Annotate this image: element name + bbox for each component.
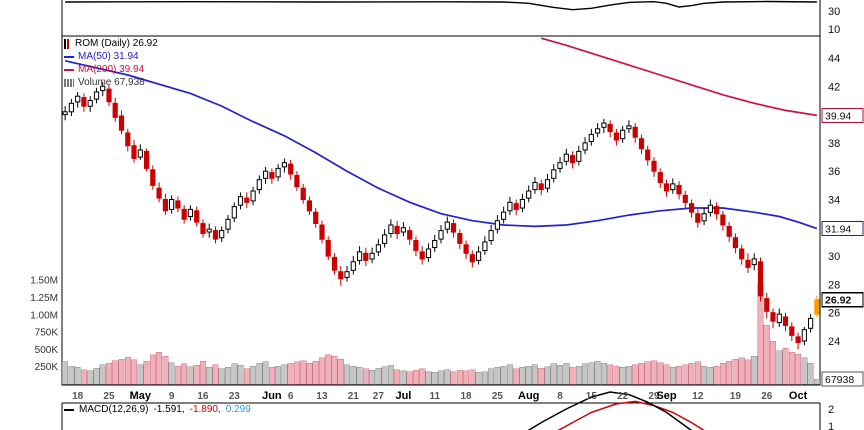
macd-legend: MACD(12,26,9) -1.591, -1.890, 0.299 bbox=[64, 404, 251, 415]
svg-text:26: 26 bbox=[761, 391, 773, 402]
macd-hist-value: 0.299 bbox=[225, 404, 251, 415]
svg-text:18: 18 bbox=[72, 391, 84, 402]
svg-text:28: 28 bbox=[828, 279, 840, 291]
svg-text:67938: 67938 bbox=[825, 374, 854, 386]
svg-text:26.92: 26.92 bbox=[825, 295, 851, 307]
svg-text:13: 13 bbox=[316, 391, 328, 402]
svg-text:15: 15 bbox=[586, 391, 598, 402]
svg-text:23: 23 bbox=[229, 391, 241, 402]
volume-label: Volume 67,938 bbox=[78, 77, 145, 88]
macd-label: MACD(12,26,9) bbox=[79, 404, 149, 415]
svg-text:1: 1 bbox=[828, 421, 834, 430]
candlestick-icon bbox=[64, 38, 71, 49]
svg-text:25: 25 bbox=[103, 391, 115, 402]
svg-text:8: 8 bbox=[557, 391, 563, 402]
svg-text:Aug: Aug bbox=[518, 390, 539, 402]
upper-indicator-line bbox=[65, 0, 817, 11]
svg-text:30: 30 bbox=[828, 251, 840, 263]
svg-text:25: 25 bbox=[492, 391, 504, 402]
svg-text:6: 6 bbox=[288, 391, 294, 402]
svg-text:22: 22 bbox=[617, 391, 629, 402]
svg-text:Oct: Oct bbox=[789, 390, 808, 402]
svg-text:1.00M: 1.00M bbox=[30, 310, 58, 321]
svg-text:18: 18 bbox=[460, 391, 472, 402]
volume-legend-row: Volume 67,938 bbox=[64, 76, 158, 89]
macd-signal-value: -1.890, bbox=[189, 404, 221, 415]
svg-text:26: 26 bbox=[828, 308, 840, 320]
svg-text:500K: 500K bbox=[35, 345, 59, 356]
svg-text:750K: 750K bbox=[35, 328, 59, 339]
symbol-label: ROM (Daily) 26.92 bbox=[75, 38, 158, 49]
symbol-legend-row: ROM (Daily) 26.92 bbox=[64, 37, 158, 50]
macd-line-icon bbox=[64, 408, 74, 411]
svg-text:29: 29 bbox=[648, 391, 660, 402]
svg-text:44: 44 bbox=[828, 53, 840, 65]
ma200-legend-row: MA(200) 39.94 bbox=[64, 63, 158, 76]
ma50-line bbox=[64, 59, 818, 230]
svg-text:24: 24 bbox=[828, 336, 840, 348]
svg-text:11: 11 bbox=[429, 391, 440, 402]
ma200-label: MA(200) 39.94 bbox=[78, 64, 145, 75]
ma200-line bbox=[540, 37, 818, 117]
svg-text:2: 2 bbox=[828, 404, 834, 416]
svg-text:1.50M: 1.50M bbox=[30, 276, 58, 287]
svg-text:Jul: Jul bbox=[395, 390, 411, 402]
svg-text:30: 30 bbox=[828, 6, 840, 18]
svg-text:34: 34 bbox=[828, 195, 840, 207]
svg-text:May: May bbox=[130, 390, 152, 402]
svg-text:27: 27 bbox=[373, 391, 385, 402]
ma50-legend-row: MA(50) 31.94 bbox=[64, 50, 158, 63]
volume-bars-icon bbox=[64, 78, 74, 87]
svg-text:21: 21 bbox=[348, 391, 360, 402]
macd-signal-line bbox=[557, 400, 705, 430]
svg-text:10: 10 bbox=[828, 24, 840, 36]
svg-text:1.25M: 1.25M bbox=[30, 293, 58, 304]
svg-text:38: 38 bbox=[828, 138, 840, 150]
ma50-line-icon bbox=[64, 55, 74, 58]
macd-value: -1.591, bbox=[153, 404, 185, 415]
svg-text:36: 36 bbox=[828, 166, 840, 178]
svg-text:39.94: 39.94 bbox=[825, 110, 851, 122]
svg-text:19: 19 bbox=[730, 391, 742, 402]
volume-bars-group bbox=[62, 283, 820, 385]
ma200-line-icon bbox=[64, 68, 74, 71]
svg-text:Jun: Jun bbox=[262, 390, 282, 402]
svg-text:31.94: 31.94 bbox=[825, 224, 851, 236]
svg-text:42: 42 bbox=[828, 81, 840, 93]
macd-line bbox=[527, 391, 693, 430]
chart-legend: ROM (Daily) 26.92 MA(50) 31.94 MA(200) 3… bbox=[64, 37, 158, 89]
svg-text:9: 9 bbox=[169, 391, 175, 402]
svg-text:12: 12 bbox=[692, 391, 704, 402]
svg-text:16: 16 bbox=[197, 391, 209, 402]
svg-text:Sep: Sep bbox=[656, 390, 676, 402]
svg-text:250K: 250K bbox=[35, 362, 59, 373]
candlesticks-group bbox=[62, 82, 820, 350]
ma50-label: MA(50) 31.94 bbox=[78, 51, 139, 62]
